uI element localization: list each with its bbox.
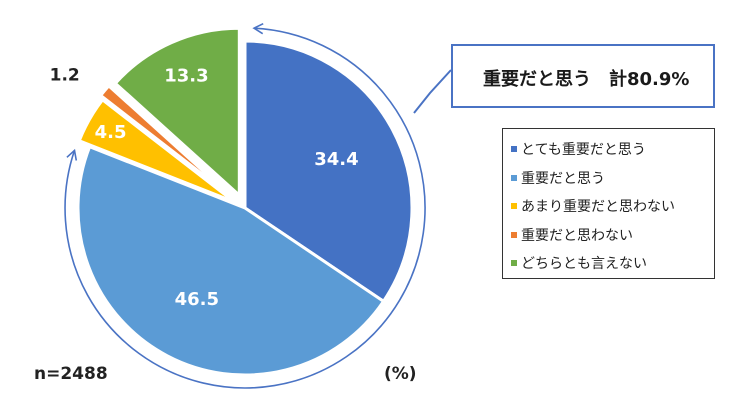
sample-size: n=2488 xyxy=(34,364,108,384)
legend: とても重要だと思う 重要だと思う あまり重要だと思わない 重要だと思わない どち… xyxy=(502,128,715,279)
slice-value-label: 13.3 xyxy=(164,66,208,87)
pie-slice xyxy=(77,97,236,204)
legend-label: あまり重要だと思わない xyxy=(521,199,675,216)
legend-item: とても重要だと思う xyxy=(511,135,714,164)
legend-label: どちらとも言えない xyxy=(521,256,647,273)
slice-value-label: 4.5 xyxy=(95,122,127,143)
legend-item: 重要だと思う xyxy=(511,164,714,193)
legend-swatch xyxy=(511,203,517,210)
sum-callout-box: 重要だと思う 計80.9% xyxy=(451,44,715,108)
legend-swatch xyxy=(511,174,517,181)
legend-item: どちらとも言えない xyxy=(511,249,714,278)
callout-pointer xyxy=(413,69,452,114)
pie-slice xyxy=(98,83,234,199)
pie-slices xyxy=(76,26,414,377)
legend-label: とても重要だと思う xyxy=(521,142,646,159)
bracket-arrow-end-icon xyxy=(66,148,78,161)
legend-label: 重要だと思う xyxy=(521,170,605,187)
legend-swatch xyxy=(511,260,517,267)
bracket-arrow-start-icon xyxy=(252,22,264,35)
legend-item: あまり重要だと思わない xyxy=(511,192,714,221)
pie-slice xyxy=(243,39,414,304)
pie-slice xyxy=(76,144,386,377)
legend-item: 重要だと思わない xyxy=(511,221,714,250)
legend-label: 重要だと思わない xyxy=(521,227,633,244)
legend-swatch xyxy=(511,231,517,238)
value-labels: 34.4 46.5 4.5 1.2 13.3 xyxy=(50,66,359,311)
pie-slice xyxy=(113,26,241,199)
unit-label: (%) xyxy=(384,364,417,384)
slice-value-label: 34.4 xyxy=(314,149,358,170)
legend-swatch xyxy=(511,146,517,153)
slice-value-label: 46.5 xyxy=(175,289,219,310)
sum-callout-text: 重要だと思う 計80.9% xyxy=(483,69,690,90)
bracket-arc xyxy=(64,27,426,389)
sum-bracket-arc xyxy=(64,22,426,389)
slice-value-label: 1.2 xyxy=(50,66,80,86)
